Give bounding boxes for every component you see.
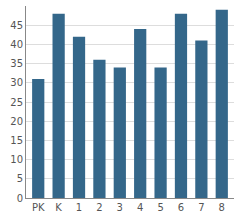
svg-text:5: 5 <box>157 202 163 213</box>
svg-text:4: 4 <box>137 202 143 213</box>
svg-text:25: 25 <box>10 97 23 108</box>
svg-text:10: 10 <box>10 154 23 165</box>
svg-text:K: K <box>55 202 62 213</box>
svg-text:5: 5 <box>17 173 23 184</box>
svg-text:2: 2 <box>96 202 102 213</box>
svg-text:35: 35 <box>10 58 23 69</box>
svg-text:45: 45 <box>10 20 23 31</box>
svg-text:0: 0 <box>17 193 23 204</box>
svg-text:1: 1 <box>76 202 82 213</box>
svg-text:40: 40 <box>10 39 23 50</box>
svg-text:20: 20 <box>10 116 23 127</box>
svg-text:8: 8 <box>219 202 225 213</box>
svg-text:3: 3 <box>117 202 123 213</box>
svg-text:PK: PK <box>32 202 45 213</box>
svg-text:15: 15 <box>10 135 23 146</box>
svg-text:6: 6 <box>178 202 184 213</box>
svg-text:30: 30 <box>10 77 23 88</box>
svg-text:7: 7 <box>198 202 204 213</box>
